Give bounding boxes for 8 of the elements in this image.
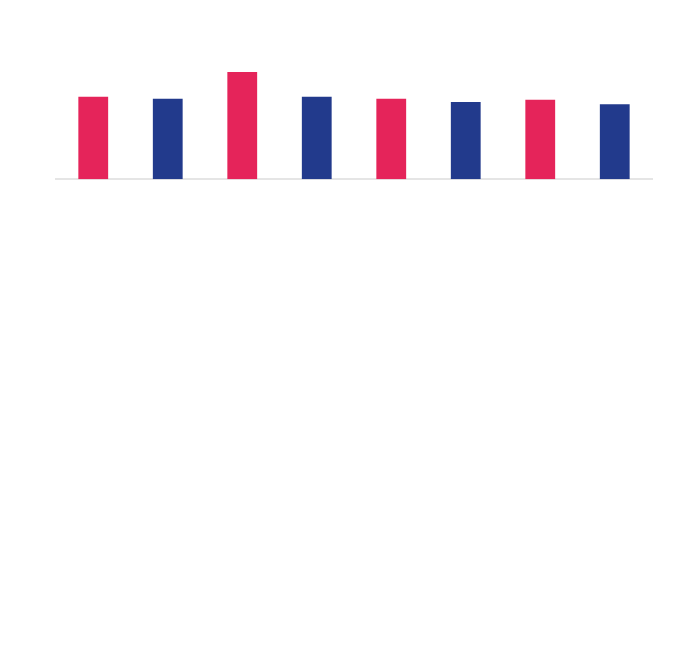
- bar: [152, 98, 183, 180]
- bar: [301, 96, 332, 180]
- bar: [227, 72, 258, 180]
- bar: [450, 102, 481, 180]
- bar: [78, 96, 109, 180]
- bar: [376, 98, 407, 180]
- bar: [525, 99, 556, 180]
- bar: [599, 104, 630, 180]
